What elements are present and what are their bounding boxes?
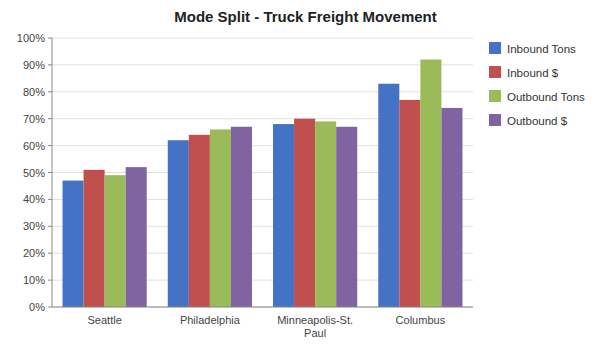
chart-container: Mode Split - Truck Freight Movement 0% 10%… [0,0,611,359]
y-tick-label: 10% [23,274,45,286]
legend-label: Outbound Tons [507,91,585,103]
grid-line [52,38,473,39]
grid-line [52,64,473,65]
y-tick-label: 60% [23,140,45,152]
y-tick-label: 100% [17,32,45,44]
x-tick-label: Philadelphia [180,314,241,326]
legend-swatch [489,42,501,54]
y-tick-label: 80% [23,86,45,98]
bars [63,60,463,307]
y-axis: 0% 10% 20% 30% 40% 50% 60% 70% 80% 90% 100% [17,32,473,313]
y-tick [48,253,52,254]
x-axis-line [52,307,473,308]
bar [210,129,231,307]
grid-line [52,307,473,308]
y-tick-label: 50% [23,167,45,179]
bar [84,170,105,307]
bar [168,140,189,307]
bar [63,181,84,307]
bar [336,127,357,307]
bar [294,119,315,307]
legend-swatch [489,66,501,78]
y-tick [48,280,52,281]
y-tick [48,91,52,92]
x-tick-label: Columbus [396,314,446,326]
legend-swatch [489,90,501,102]
y-tick-label: 40% [23,193,45,205]
y-tick [48,199,52,200]
y-tick [48,226,52,227]
bar [126,167,147,307]
y-tick [48,118,52,119]
y-tick-label: 70% [23,113,45,125]
y-tick [48,307,52,308]
x-tick-label: Minneapolis-St.Paul [277,314,353,339]
chart-svg: Mode Split - Truck Freight Movement 0% 10%… [0,0,611,359]
bar [378,84,399,307]
y-tick [48,38,52,39]
y-tick-label: 20% [23,247,45,259]
y-axis-line [52,38,53,307]
y-tick [48,145,52,146]
y-tick-label: 30% [23,220,45,232]
legend-swatch [489,114,501,126]
legend-label: Inbound $ [507,67,559,79]
chart-title: Mode Split - Truck Freight Movement [174,8,437,25]
bar [189,135,210,307]
bar [420,60,441,307]
y-tick-label: 0% [29,301,45,313]
legend-label: Outbound $ [507,115,568,127]
y-tick [48,64,52,65]
x-tick-label: Seattle [88,314,122,326]
y-tick [48,172,52,173]
bar [231,127,252,307]
bar [105,175,126,307]
x-axis: Seattle Philadelphia Minneapolis-St.Paul Co… [88,314,446,339]
legend: Inbound Tons Inbound $ Outbound Tons Outbou… [489,42,585,127]
legend-label: Inbound Tons [507,43,576,55]
grid-line [52,91,473,92]
bar [315,121,336,307]
bar [441,108,462,307]
bar [399,100,420,307]
y-tick-label: 90% [23,59,45,71]
bar [273,124,294,307]
